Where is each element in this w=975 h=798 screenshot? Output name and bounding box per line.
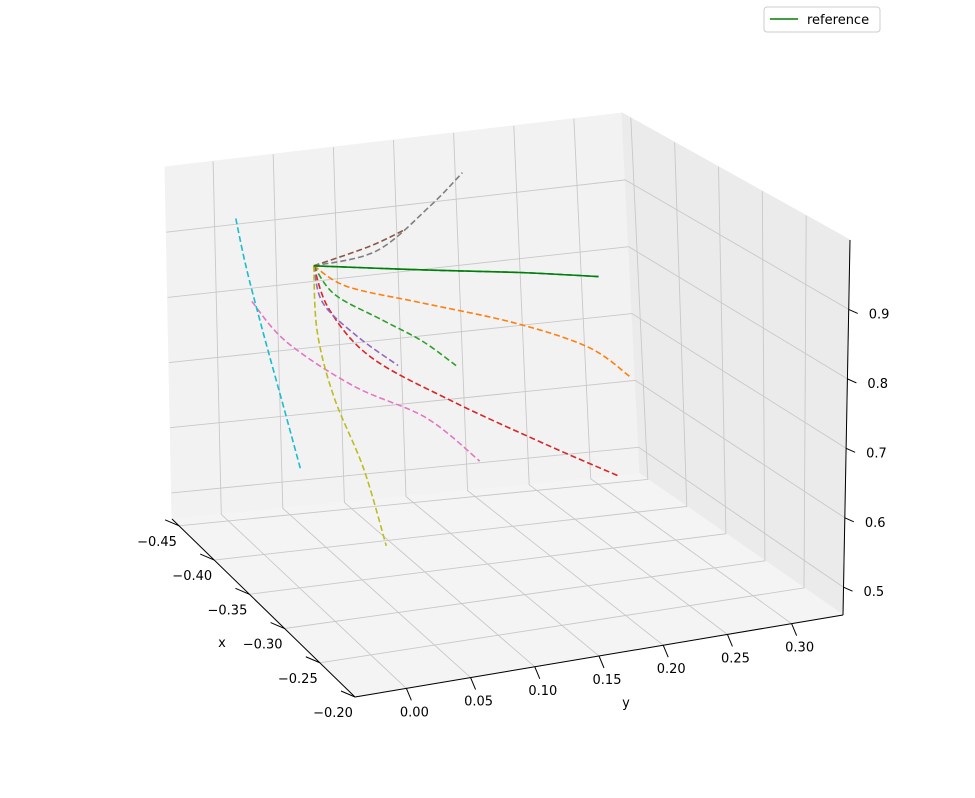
y-grid-line (212, 161, 407, 689)
x-tick-label: −0.45 (137, 535, 177, 550)
z-tick (848, 308, 858, 314)
z-tick (847, 378, 857, 384)
tick-marks (164, 308, 858, 701)
y-tick (534, 666, 541, 679)
y-tick (791, 623, 798, 636)
legend: reference (763, 6, 881, 33)
y-tick-label: 0.15 (593, 673, 622, 688)
y-grid-line (573, 118, 792, 624)
back-pane (164, 112, 641, 520)
y-tick-label: 0.25 (721, 651, 750, 666)
y-tick (662, 645, 669, 658)
y-grid-line (513, 125, 728, 635)
y-grid-line (332, 147, 536, 668)
series-line-3 (313, 265, 457, 367)
z-tick (845, 447, 856, 453)
x-tick (164, 519, 180, 527)
x-tick-label: −0.35 (208, 603, 248, 618)
x-tick-label: −0.40 (172, 569, 212, 584)
series-line-9 (312, 265, 388, 547)
tick-labels: −0.45 −0.40 −0.35 −0.30 −0.25 −0.20 0.00 0.05 0.… (137, 307, 889, 721)
z-grid-line (166, 179, 849, 310)
x-grid-line (214, 142, 688, 561)
z-axis-line (842, 239, 851, 616)
axes-panes (164, 112, 851, 698)
z-grid-line (168, 313, 847, 449)
series-line-8 (313, 172, 463, 267)
legend-label-reference: reference (807, 13, 869, 28)
x-tick (200, 553, 215, 561)
x-axis-line (171, 518, 356, 698)
x-grid-line (319, 215, 807, 664)
x-tick-label: −0.20 (313, 706, 353, 721)
y-tick (405, 688, 412, 701)
y-tick-label: 0.10 (528, 684, 557, 699)
x-tick (235, 587, 250, 595)
y-grid-line (453, 132, 664, 646)
z-tick-label: 0.8 (867, 377, 888, 392)
x-grid-line (284, 191, 766, 629)
z-grid-line (171, 446, 844, 588)
z-grid-line (167, 246, 848, 380)
x-tick (340, 690, 356, 698)
y-tick (598, 655, 605, 669)
data-lines (235, 172, 631, 547)
series-line-4 (312, 265, 621, 478)
x-tick-label: −0.30 (243, 638, 283, 653)
z-tick (843, 586, 853, 592)
x-tick (305, 656, 321, 664)
x-grid-line (249, 166, 727, 595)
series-line-10 (235, 218, 302, 469)
y-grid-line (272, 154, 471, 678)
y-grid-line (393, 139, 600, 657)
series-line-6 (313, 228, 406, 267)
series-line-7 (251, 300, 481, 462)
y-tick (470, 677, 477, 690)
x-tick-label: −0.25 (278, 672, 318, 687)
z-tick (844, 517, 855, 523)
series-line-reference (313, 265, 599, 278)
z-tick-label: 0.9 (869, 307, 890, 322)
legend-box (763, 6, 881, 33)
z-grid-line (170, 379, 846, 519)
y-tick-label: 0.05 (464, 695, 493, 710)
x-axis-label: x (218, 636, 226, 651)
y-tick-label: 0.20 (657, 662, 686, 677)
x-tick (270, 622, 285, 629)
z-tick-label: 0.6 (865, 516, 886, 531)
z-tick-label: 0.5 (864, 585, 885, 600)
x-grid-line (178, 117, 649, 527)
y-axis-label: y (622, 696, 630, 711)
y-tick (726, 634, 733, 647)
y-tick-label: 0.00 (400, 705, 429, 720)
z-tick-label: 0.7 (866, 446, 887, 461)
y-tick-label: 0.30 (785, 641, 814, 656)
series-line-2 (313, 265, 631, 378)
